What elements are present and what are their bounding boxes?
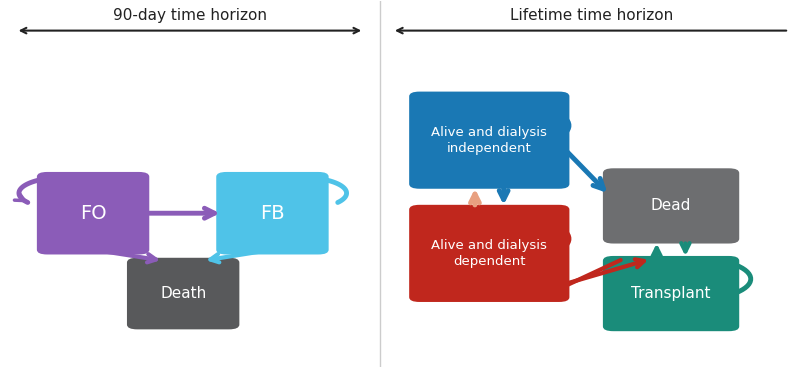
- Text: FO: FO: [80, 204, 106, 223]
- Text: Death: Death: [160, 286, 206, 301]
- FancyBboxPatch shape: [127, 258, 239, 329]
- Text: Dead: Dead: [651, 198, 691, 213]
- Text: Lifetime time horizon: Lifetime time horizon: [510, 8, 673, 24]
- FancyBboxPatch shape: [603, 168, 739, 244]
- FancyBboxPatch shape: [216, 172, 329, 255]
- Text: Alive and dialysis
independent: Alive and dialysis independent: [431, 126, 547, 155]
- FancyBboxPatch shape: [409, 92, 570, 189]
- Text: 90-day time horizon: 90-day time horizon: [114, 8, 267, 24]
- Text: Alive and dialysis
dependent: Alive and dialysis dependent: [431, 239, 547, 268]
- Text: FB: FB: [260, 204, 285, 223]
- FancyBboxPatch shape: [603, 256, 739, 331]
- FancyBboxPatch shape: [37, 172, 150, 255]
- FancyBboxPatch shape: [409, 205, 570, 302]
- Text: Transplant: Transplant: [631, 286, 711, 301]
